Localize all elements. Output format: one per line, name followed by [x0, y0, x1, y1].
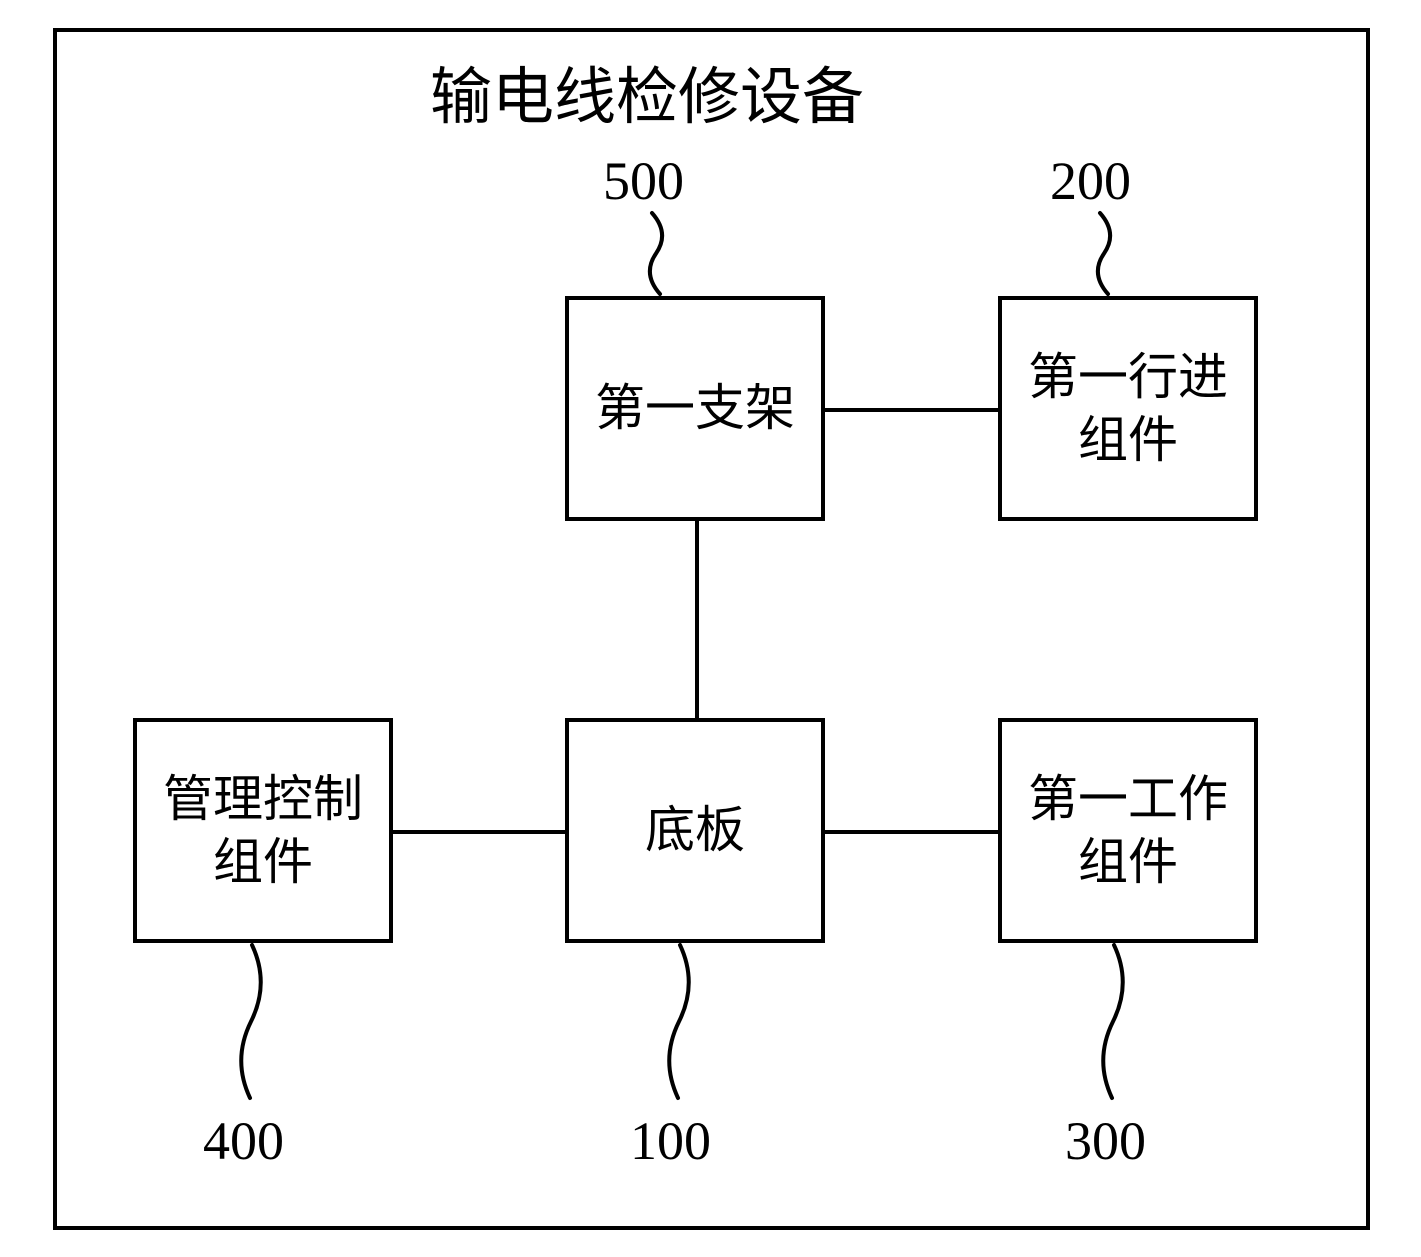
node-label: 第一工作 组件	[1028, 768, 1228, 893]
edge-n400-n100	[393, 830, 565, 834]
diagram-canvas: 输电线检修设备底板 第一行进 组件第一工作 组件 管理控制 组件 第一支架 500 200…	[0, 0, 1421, 1257]
edge-n500-n100	[695, 521, 699, 718]
node-n400: 管理控制 组件	[133, 718, 393, 943]
ref-label-300: 300	[1065, 1110, 1146, 1172]
outer-frame	[53, 28, 1370, 1230]
ref-label-500: 500	[603, 150, 684, 212]
edge-n500-n200	[825, 408, 998, 412]
ref-label-100: 100	[630, 1110, 711, 1172]
node-label: 管理控制 组件	[163, 768, 363, 893]
node-label: 底板	[645, 799, 745, 862]
node-n500: 第一支架	[565, 296, 825, 521]
node-n200: 第一行进 组件	[998, 296, 1258, 521]
node-n300: 第一工作 组件	[998, 718, 1258, 943]
ref-label-400: 400	[203, 1110, 284, 1172]
diagram-title: 输电线检修设备	[430, 46, 864, 136]
node-label: 第一支架	[595, 377, 795, 440]
node-n100: 底板	[565, 718, 825, 943]
node-label: 第一行进 组件	[1028, 346, 1228, 471]
ref-label-200: 200	[1050, 150, 1131, 212]
edge-n100-n300	[825, 830, 998, 834]
